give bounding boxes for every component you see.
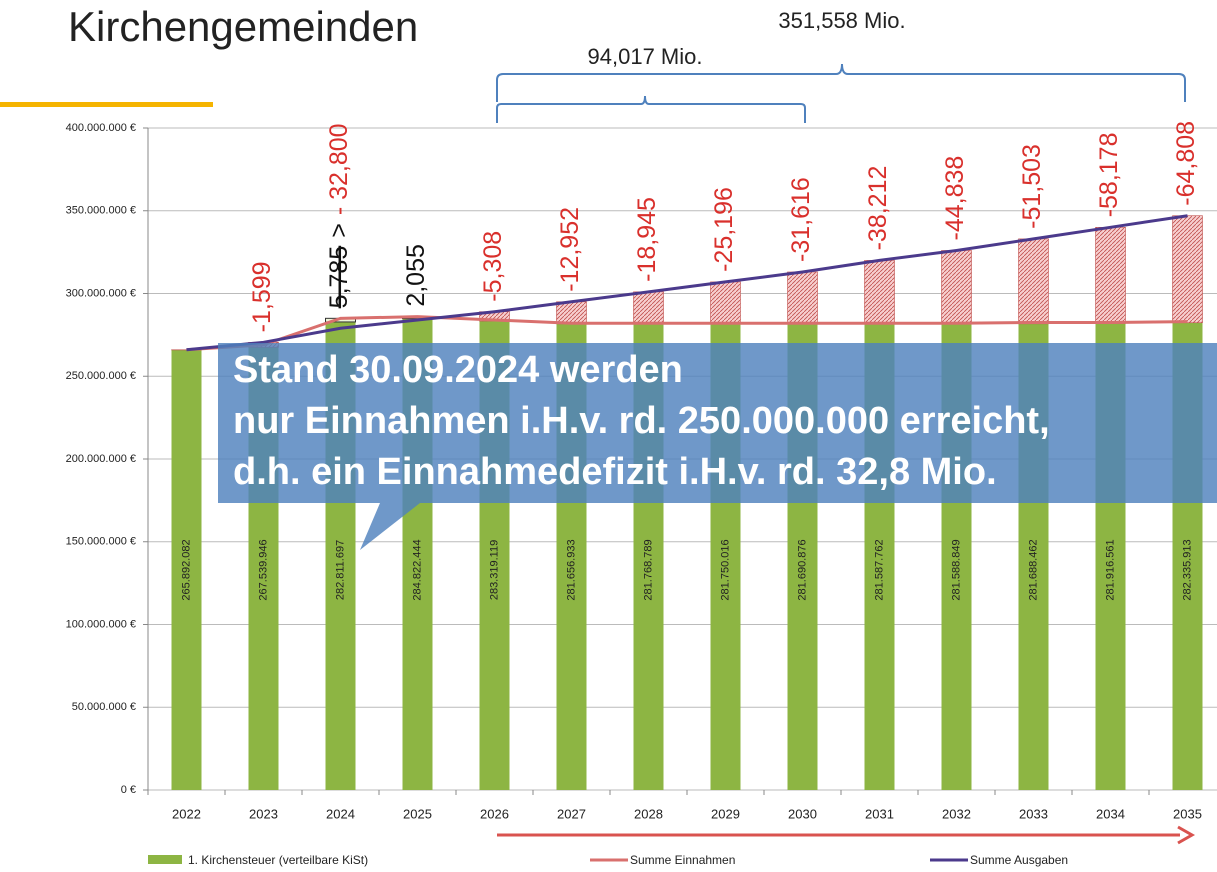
- x-tick-label: 2032: [942, 806, 971, 821]
- chart-title: Kirchengemeinden: [68, 3, 418, 50]
- brace: [496, 95, 806, 123]
- deficit-segment: [710, 281, 741, 325]
- brace-label: 94,017 Mio.: [588, 44, 703, 69]
- callout-text: nur Einnahmen i.H.v. rd. 250.000.000 err…: [233, 400, 1050, 442]
- deficit-label: -18,945: [633, 197, 661, 282]
- bar-value-label: 281.750.016: [719, 539, 731, 600]
- bar: [171, 349, 202, 790]
- x-tick-label: 2028: [634, 806, 663, 821]
- deficit-label: -12,952: [556, 207, 584, 292]
- callout-text: Stand 30.09.2024 werden: [233, 349, 683, 391]
- legend-label: Summe Ausgaben: [970, 853, 1068, 867]
- x-tick-label: 2034: [1096, 806, 1125, 821]
- x-tick-label: 2023: [249, 806, 278, 821]
- y-tick-label: 200.000.000 €: [66, 453, 136, 465]
- x-tick-label: 2035: [1173, 806, 1202, 821]
- x-tick-label: 2026: [480, 806, 509, 821]
- correction-value: - 32,800: [325, 123, 353, 215]
- accent-line: [0, 102, 213, 107]
- correction-sign: >: [325, 223, 353, 238]
- deficit-label: -44,838: [941, 156, 969, 241]
- x-tick-label: 2025: [403, 806, 432, 821]
- line-series: [186, 214, 1188, 352]
- y-tick-label: 300.000.000 €: [66, 287, 136, 299]
- brace: [496, 63, 1186, 102]
- x-tick-label: 2031: [865, 806, 894, 821]
- deficit-label: 5,785: [325, 246, 353, 309]
- deficit-segment: [941, 250, 972, 325]
- bar-value-label: 282.811.697: [334, 540, 346, 600]
- bar-value-label: 284.822.444: [411, 539, 423, 600]
- x-tick-label: 2024: [326, 806, 355, 821]
- deficit-label: -1,599: [248, 261, 276, 332]
- deficit-segment: [1095, 227, 1126, 324]
- bar-value-label: 281.587.762: [873, 539, 885, 600]
- deficit-label: -64,808: [1172, 121, 1200, 206]
- bar-value-label: 281.916.561: [1104, 539, 1116, 600]
- x-tick-label: 2029: [711, 806, 740, 821]
- legend-label: 1. Kirchensteuer (verteilbare KiSt): [188, 853, 368, 867]
- deficit-segment: [787, 271, 818, 325]
- callout-box: [218, 343, 1217, 550]
- deficit-segment: [864, 260, 895, 325]
- legend-label: Summe Einnahmen: [630, 853, 735, 867]
- x-tick-label: 2033: [1019, 806, 1048, 821]
- bar-value-label: 265.892.082: [180, 539, 192, 600]
- deficit-label: -58,178: [1095, 133, 1123, 218]
- x-tick-label: 2022: [172, 806, 201, 821]
- y-tick-label: 150.000.000 €: [66, 536, 136, 548]
- brace-label: 351,558 Mio.: [778, 8, 905, 33]
- deficit-segment: [556, 301, 587, 325]
- overlay: Stand 30.09.2024 werden nur Einnahmen i.H…: [218, 343, 1217, 550]
- deficit-segment: [1018, 238, 1049, 325]
- line-series: [186, 315, 1188, 352]
- bar-value-label: 282.335.913: [1181, 539, 1193, 600]
- y-tick-label: 100.000.000 €: [66, 618, 136, 630]
- y-tick-label: 250.000.000 €: [66, 370, 136, 382]
- y-tick-label: 0 €: [121, 784, 136, 796]
- deficit-label: 2,055: [402, 244, 430, 307]
- deficit-segment: [1172, 215, 1203, 324]
- deficit-label: -38,212: [864, 166, 892, 251]
- y-tick-label: 400.000.000 €: [66, 122, 136, 134]
- x-tick-label: 2027: [557, 806, 586, 821]
- y-tick-label: 50.000.000 €: [72, 701, 136, 713]
- bar-value-label: 267.539.946: [257, 539, 269, 600]
- deficit-label: -51,503: [1018, 144, 1046, 229]
- legend-swatch: [148, 855, 182, 864]
- bar-value-label: 281.656.933: [565, 539, 577, 600]
- deficit-label: -25,196: [710, 187, 738, 272]
- bar-value-label: 281.768.789: [642, 539, 654, 600]
- deficit-label: -31,616: [787, 177, 815, 262]
- bar-value-label: 281.588.849: [950, 539, 962, 600]
- callout-text: d.h. ein Einnahmedefizit i.H.v. rd. 32,8…: [233, 451, 997, 493]
- arrow-head: [1177, 825, 1196, 845]
- bar-value-label: 281.688.462: [1027, 539, 1039, 600]
- bar-value-label: 281.690.876: [796, 539, 808, 600]
- deficit-label: -5,308: [479, 231, 507, 302]
- y-tick-label: 350.000.000 €: [66, 205, 136, 217]
- bar-value-label: 283.319.119: [488, 540, 500, 600]
- deficit-segment: [633, 291, 664, 324]
- x-tick-label: 2030: [788, 806, 817, 821]
